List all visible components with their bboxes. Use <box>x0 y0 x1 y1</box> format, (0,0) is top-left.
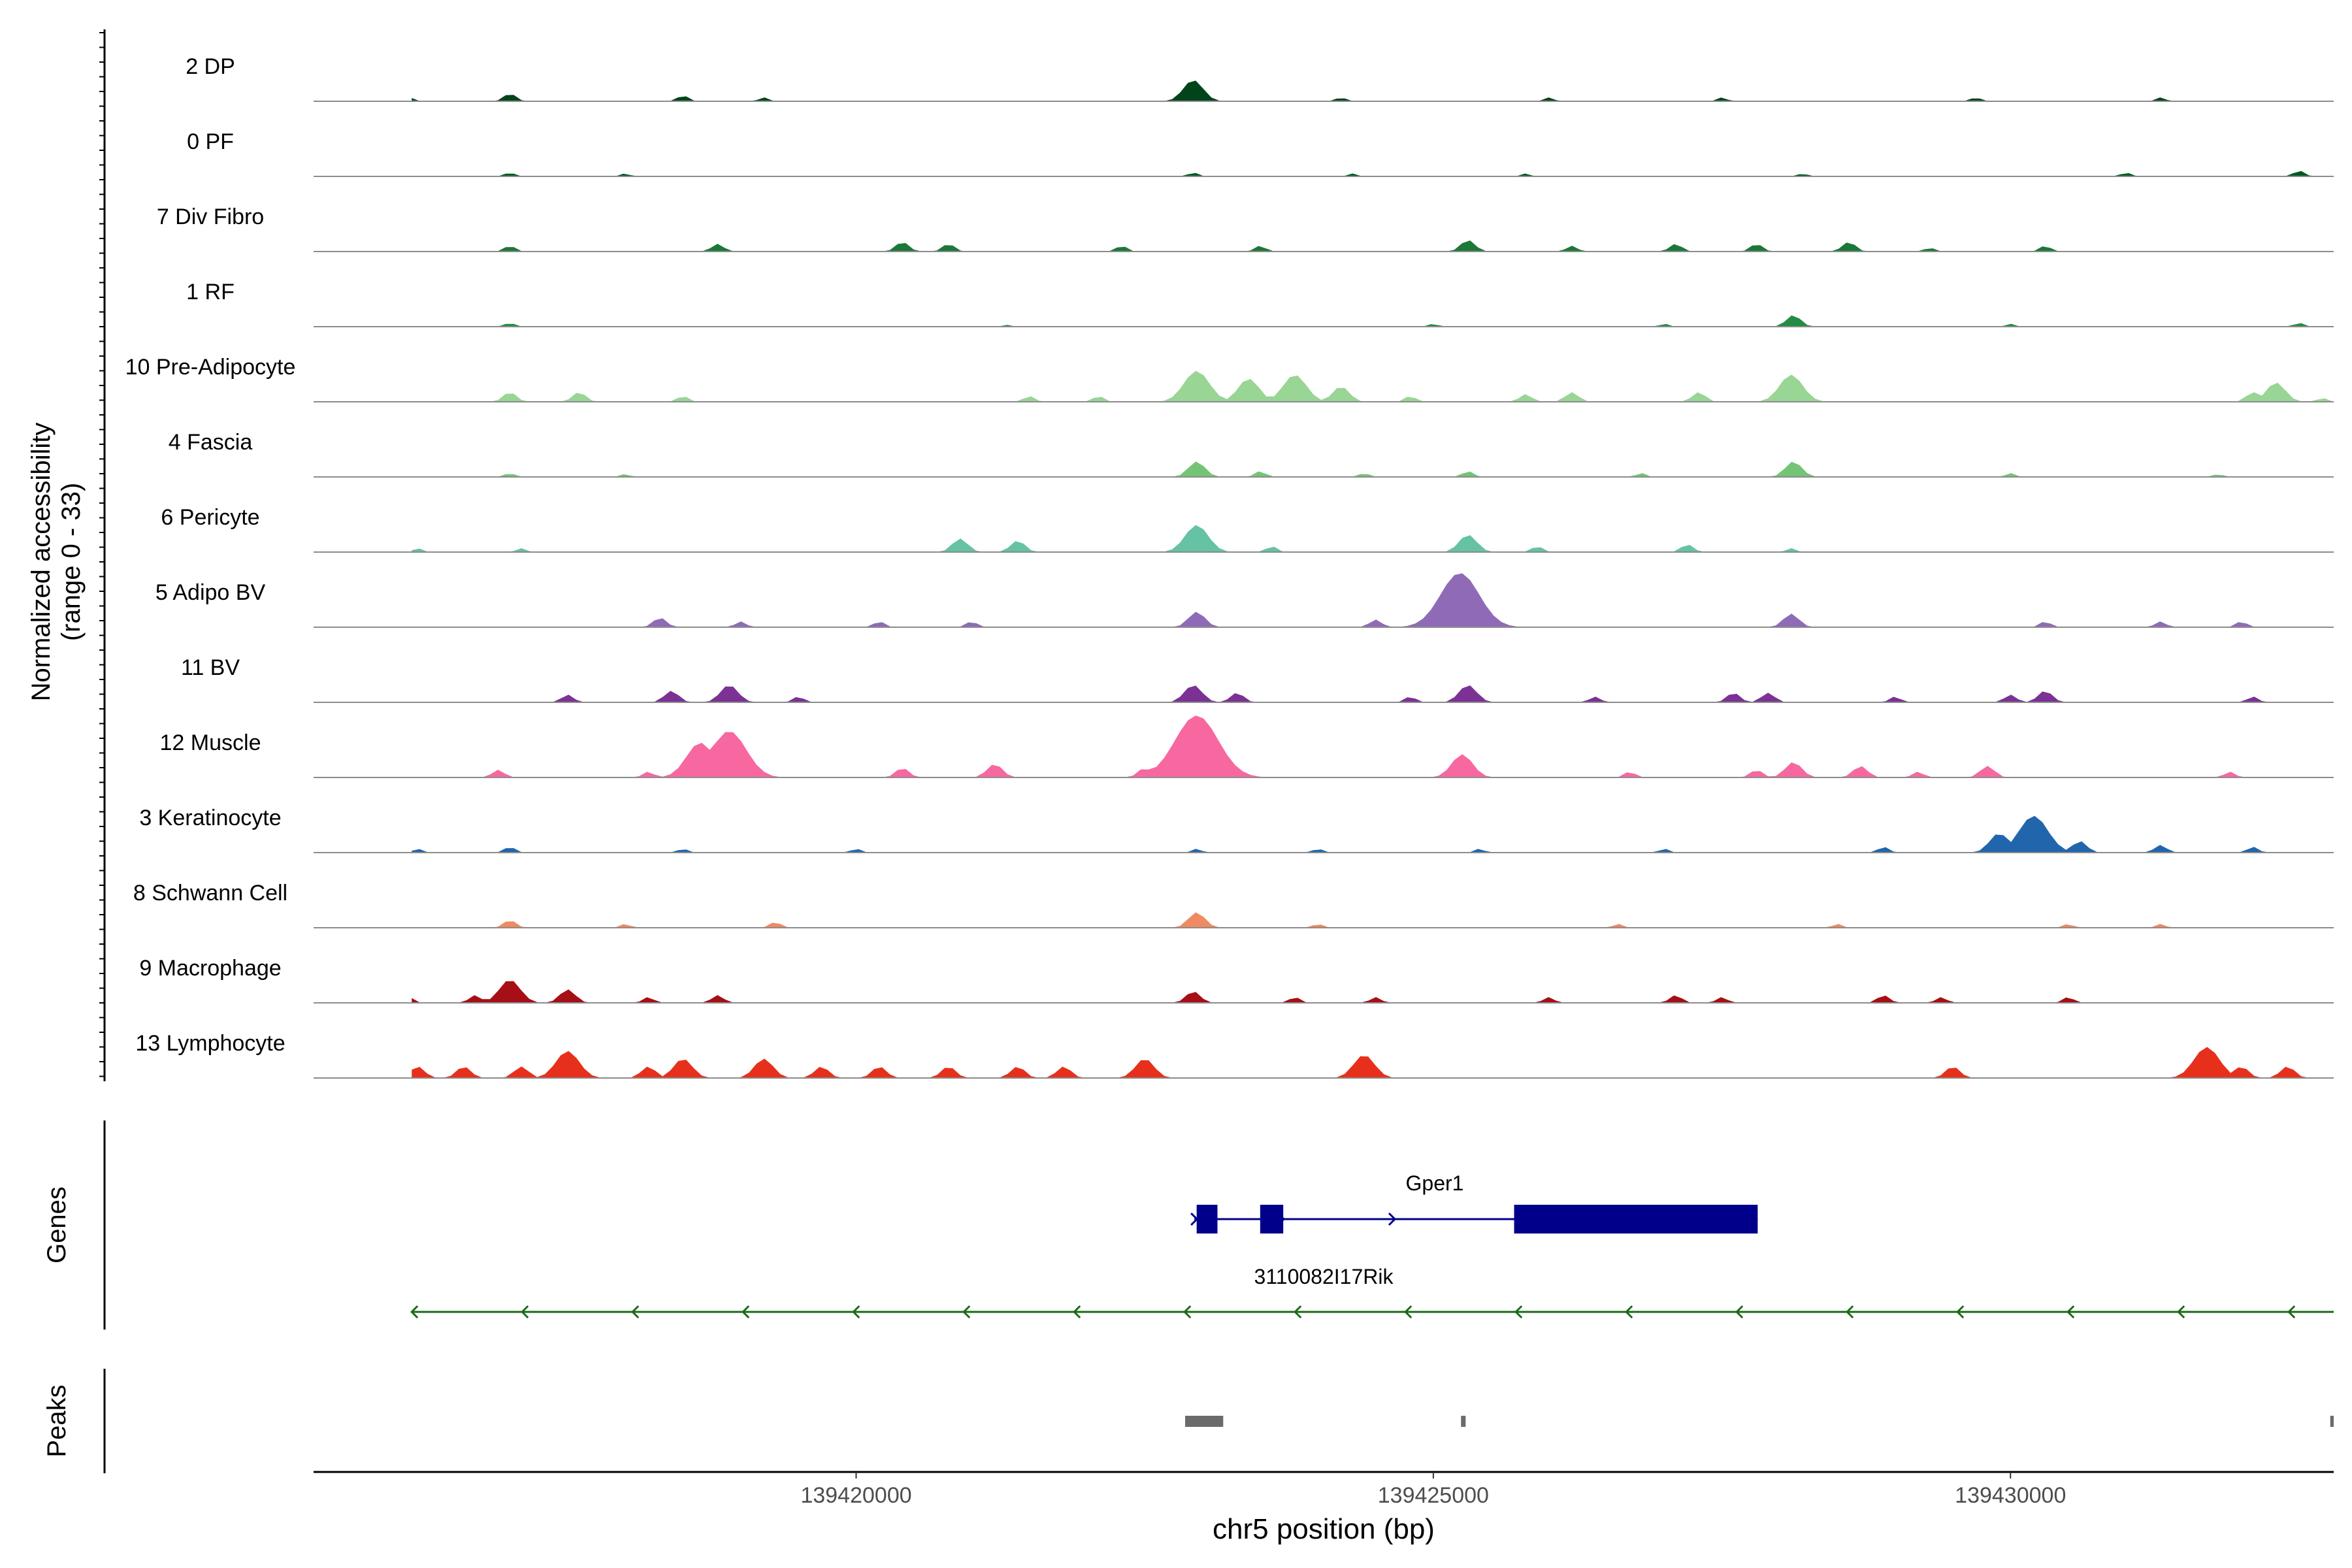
track-coverage-area <box>412 525 2334 552</box>
gene-exon <box>1196 1205 1218 1233</box>
strand-arrow <box>410 1305 419 1319</box>
track-coverage-area <box>412 370 2334 402</box>
genes-label: Genes <box>42 1186 71 1264</box>
track-coverage-area <box>412 573 2334 627</box>
track-6: 4 Fascia <box>169 430 2334 478</box>
gene-models: Gper1 3110082I17Rik <box>410 1171 2334 1319</box>
track-label: 6 Pericyte <box>161 505 259 530</box>
strand-arrow <box>1294 1305 1302 1319</box>
peak-region <box>2330 1416 2334 1427</box>
track-coverage-area <box>412 815 2334 853</box>
track-5: 10 Pre-Adipocyte <box>125 355 2334 402</box>
strand-arrow <box>1514 1305 1523 1319</box>
y-axis: Normalized accessibility (range 0 - 33) <box>27 29 106 1081</box>
track-label: 12 Muscle <box>160 730 261 755</box>
track-14: 13 Lymphocyte <box>135 1031 2334 1079</box>
track-label: 10 Pre-Adipocyte <box>125 355 296 380</box>
strand-arrow <box>852 1305 860 1319</box>
x-axis-ticks: 139420000 139425000 139430000 <box>800 1472 2066 1508</box>
track-7: 6 Pericyte <box>161 505 2334 553</box>
x-tick-label: 139425000 <box>1378 1483 1489 1508</box>
track-label: 1 RF <box>186 280 235 304</box>
track-coverage-area <box>412 715 2334 777</box>
peaks-panel: Peaks <box>42 1369 2334 1473</box>
y-axis-ticks <box>99 32 105 1077</box>
track-label: 8 Schwann Cell <box>133 881 287 906</box>
strand-arrow <box>742 1305 750 1319</box>
strand-arrow <box>1404 1305 1413 1319</box>
peak-regions <box>1184 1416 2334 1427</box>
x-tick-label: 139420000 <box>800 1483 911 1508</box>
strand-arrow <box>2177 1305 2185 1319</box>
gene-label: Gper1 <box>1406 1171 1464 1195</box>
genes-panel: Genes Gper1 3110082I17Rik <box>42 1120 2334 1330</box>
strand-arrow <box>2287 1305 2296 1319</box>
track-coverage-area <box>412 461 2334 477</box>
strand-arrow <box>1846 1305 1854 1319</box>
gene-Gper1: Gper1 <box>1190 1171 1758 1233</box>
strand-arrow <box>1190 1212 1199 1226</box>
strand-arrow <box>1073 1305 1081 1319</box>
track-coverage-area <box>412 80 2334 101</box>
track-10: 12 Muscle <box>160 715 2334 778</box>
strand-arrow <box>1388 1212 1397 1226</box>
track-label: 4 Fascia <box>169 430 253 455</box>
track-9: 11 BV <box>181 655 2334 703</box>
peak-region <box>1184 1416 1224 1427</box>
track-coverage-area <box>412 981 2334 1003</box>
track-11: 3 Keratinocyte <box>139 806 2334 853</box>
gene-label: 3110082I17Rik <box>1254 1265 1394 1288</box>
track-label: 9 Macrophage <box>139 956 281 981</box>
track-coverage-area <box>412 912 2334 928</box>
strand-arrow <box>1625 1305 1633 1319</box>
track-3: 7 Div Fibro <box>157 204 2334 252</box>
strand-arrow <box>631 1305 640 1319</box>
y-axis-label-line1: Normalized accessibility <box>27 423 56 702</box>
strand-arrow <box>1956 1305 1965 1319</box>
track-coverage-area <box>412 315 2334 327</box>
gene-exon <box>1514 1205 1758 1233</box>
track-8: 5 Adipo BV <box>155 573 2334 628</box>
track-coverage-area <box>412 240 2334 252</box>
strand-arrow <box>1277 1212 1286 1226</box>
track-coverage-area <box>412 1047 2334 1078</box>
strand-arrow <box>521 1305 529 1319</box>
track-coverage-area <box>412 171 2334 176</box>
track-2: 0 PF <box>187 129 2334 177</box>
track-label: 0 PF <box>187 129 234 154</box>
track-coverage-area <box>412 685 2334 702</box>
strand-arrow <box>962 1305 971 1319</box>
track-12: 8 Schwann Cell <box>133 881 2334 928</box>
strand-arrow <box>2066 1305 2075 1319</box>
track-label: 13 Lymphocyte <box>135 1031 285 1056</box>
track-13: 9 Macrophage <box>139 956 2334 1004</box>
coverage-tracks: 2 DP 0 PF 7 Div Fibro 1 RF 10 Pre-Adipocyte 4… <box>125 54 2334 1079</box>
track-label: 3 Keratinocyte <box>139 806 281 830</box>
x-tick-label: 139430000 <box>1955 1483 2066 1508</box>
peak-region <box>1461 1416 1466 1427</box>
gene-3110082I17Rik: 3110082I17Rik <box>410 1265 2334 1319</box>
track-label: 5 Adipo BV <box>155 580 266 605</box>
gene-exon <box>1260 1205 1284 1233</box>
track-4: 1 RF <box>186 280 2334 327</box>
track-label: 7 Div Fibro <box>157 204 264 229</box>
strand-arrow <box>1183 1305 1192 1319</box>
peaks-label: Peaks <box>42 1384 71 1457</box>
track-label: 11 BV <box>181 655 240 680</box>
x-axis: 139420000 139425000 139430000 chr5 positio… <box>314 1471 2334 1545</box>
x-axis-label: chr5 position (bp) <box>1213 1513 1435 1545</box>
y-axis-label-line2: (range 0 - 33) <box>57 483 86 641</box>
strand-arrow <box>1735 1305 1744 1319</box>
track-label: 2 DP <box>186 54 235 79</box>
track-1: 2 DP <box>186 54 2334 102</box>
